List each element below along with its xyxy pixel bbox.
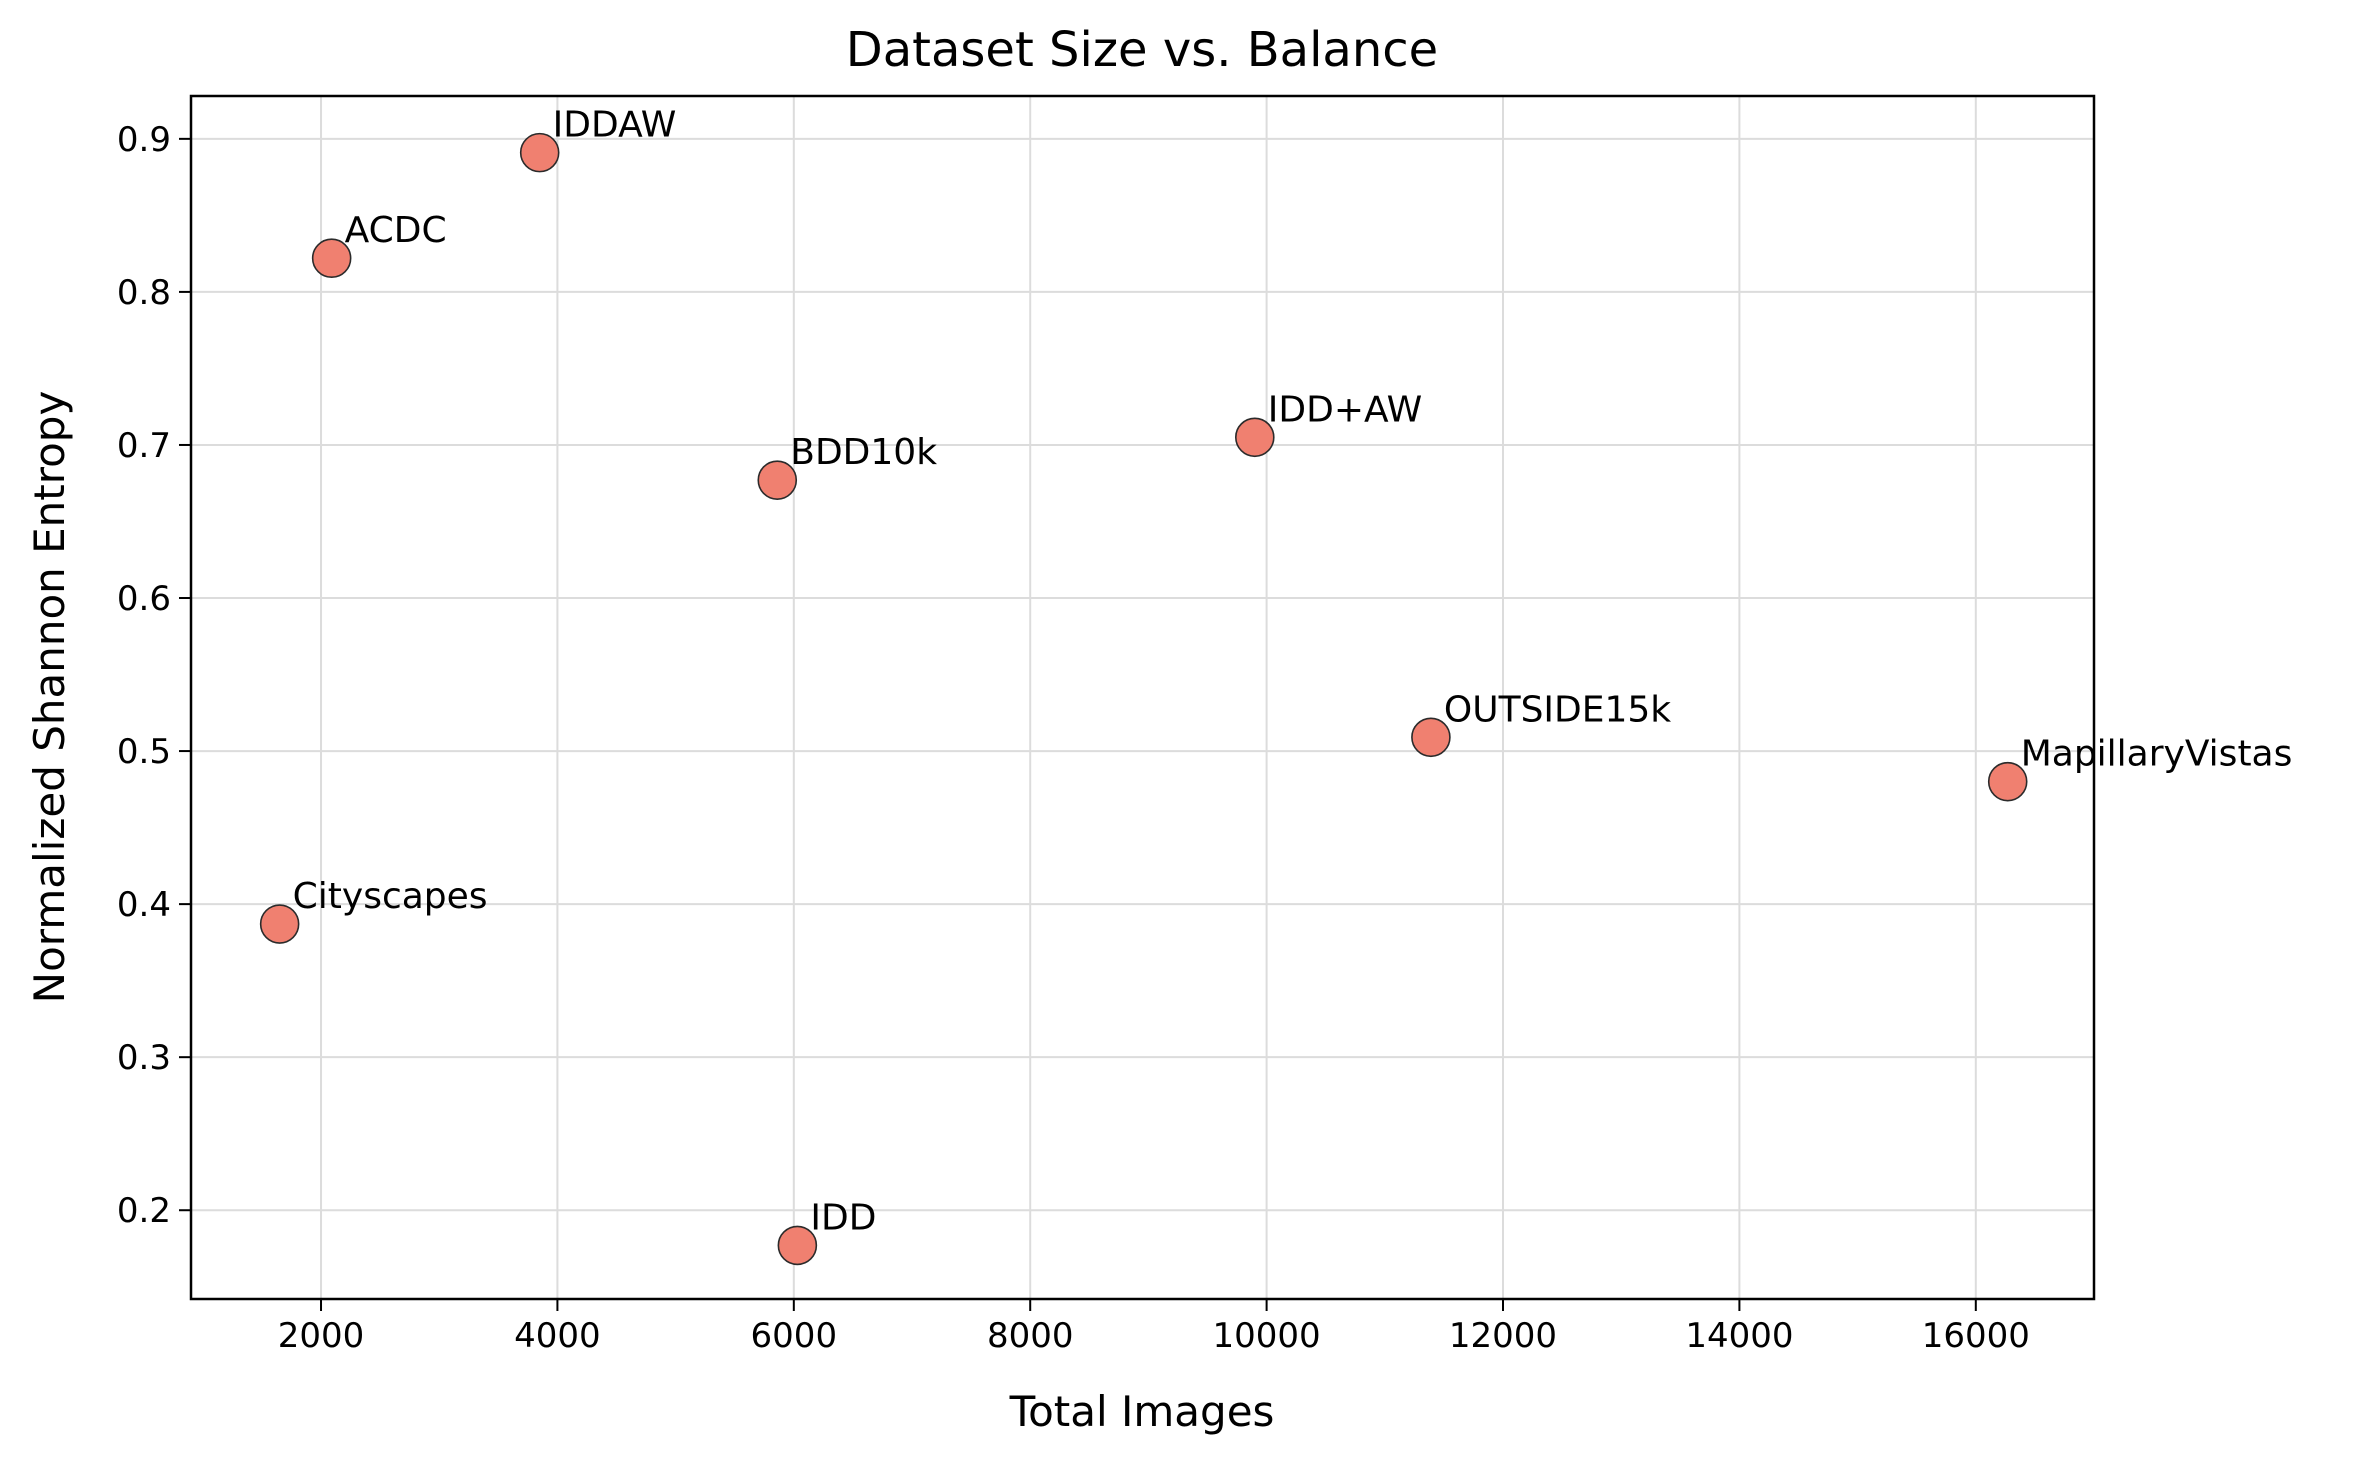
- data-points: Cityscapes ACDC IDDAW BDD10k IDD IDD+AW OUTSID…: [259, 105, 2293, 1266]
- x-tick-label: 10000: [1213, 1316, 1321, 1356]
- data-point: [1411, 717, 1451, 758]
- point-label: IDD+AW: [1268, 389, 1422, 430]
- point-label: OUTSIDE15k: [1444, 689, 1671, 730]
- y-tick-label: 0.7: [117, 426, 171, 466]
- x-tick-label: 4000: [514, 1316, 601, 1356]
- data-point: [777, 1225, 818, 1266]
- x-tick-label: 8000: [987, 1316, 1074, 1356]
- point-label: IDD: [810, 1197, 876, 1238]
- y-tick-label: 0.5: [117, 732, 171, 772]
- data-point: [757, 460, 798, 500]
- plot-area-frame: [189, 94, 2096, 1301]
- point-label: BDD10k: [790, 432, 937, 473]
- x-axis-title: Total Images: [1009, 1387, 1275, 1436]
- y-axis-title: Normalized Shannon Entropy: [25, 391, 74, 1004]
- y-tick-label: 0.8: [117, 273, 171, 313]
- x-tick-label: 14000: [1685, 1316, 1793, 1356]
- data-point: [1987, 761, 2028, 802]
- point-label: ACDC: [345, 210, 447, 251]
- x-tick-label: 12000: [1449, 1316, 1557, 1356]
- x-tick-label: 2000: [278, 1316, 365, 1356]
- point-label: IDDAW: [553, 105, 677, 146]
- y-tick-label: 0.2: [117, 1191, 171, 1231]
- data-point: [519, 132, 560, 173]
- axis-ticks: 2000 4000 6000 8000 10000 12000 14000 16000 0.2 0…: [117, 120, 2030, 1356]
- y-tick-label: 0.4: [117, 885, 171, 925]
- chart-title: Dataset Size vs. Balance: [846, 22, 1438, 78]
- data-point: [311, 238, 352, 279]
- point-label: MapillaryVistas: [2021, 734, 2293, 775]
- x-tick-label: 6000: [751, 1316, 838, 1356]
- y-tick-label: 0.3: [117, 1038, 171, 1078]
- y-tick-label: 0.9: [117, 120, 171, 160]
- data-point: [259, 904, 300, 944]
- y-tick-label: 0.6: [117, 579, 171, 619]
- point-label: Cityscapes: [293, 876, 488, 917]
- grid: [191, 96, 2094, 1299]
- x-tick-label: 16000: [1922, 1316, 2030, 1356]
- data-point: [1234, 417, 1275, 458]
